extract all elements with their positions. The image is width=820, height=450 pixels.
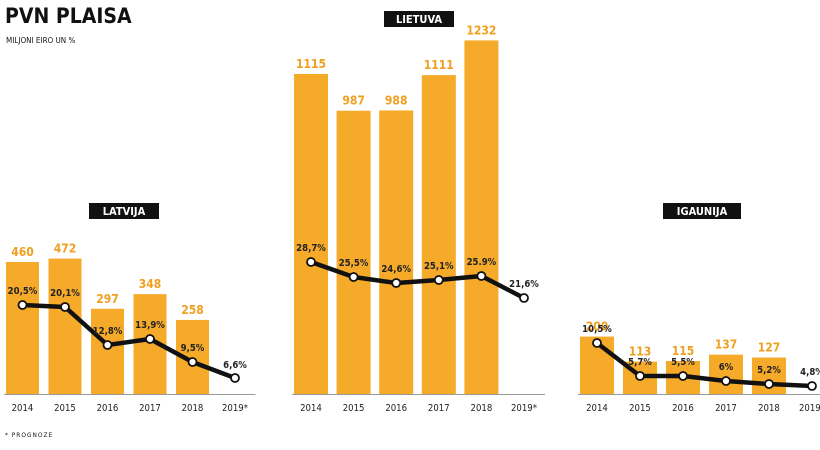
percent-label: 12,8% — [93, 326, 123, 337]
percent-label: 25,1% — [424, 261, 454, 272]
x-tick-label: 2018 — [471, 403, 493, 414]
bar-value-label: 987 — [342, 94, 365, 108]
percent-point — [145, 334, 155, 344]
percent-label: 20,5% — [8, 286, 38, 297]
percent-point — [764, 379, 774, 389]
percent-line — [594, 340, 815, 389]
percent-label: 24,6% — [381, 264, 411, 275]
page-subtitle: MILJONI EIRO UN % — [6, 36, 76, 45]
bar-value-label: 348 — [139, 277, 162, 291]
percent-label: 21,6% — [509, 279, 539, 290]
bar-value-label: 258 — [181, 303, 204, 317]
bar-value-label: 1115 — [296, 57, 326, 71]
chart-title: LATVIJA — [103, 205, 146, 218]
bar-value-label: 115 — [672, 344, 695, 358]
bar-value-label: 113 — [629, 345, 652, 359]
percent-line — [20, 302, 238, 381]
chart-title: LIETUVA — [396, 13, 442, 26]
page-title: PVN PLAISA — [5, 4, 132, 28]
percent-point — [17, 300, 28, 310]
x-tick-label: 2018 — [182, 403, 204, 414]
percent-label: 13,9% — [135, 320, 165, 331]
x-tick-label: 2016 — [672, 403, 694, 414]
chart-title: IGAUNIJA — [677, 205, 728, 218]
bar — [48, 258, 82, 394]
x-tick-label: 2017 — [428, 403, 450, 414]
x-tick-label: 2014 — [300, 403, 322, 414]
percent-line — [308, 259, 527, 301]
chart-title-background — [663, 203, 741, 219]
bar-value-label: 137 — [715, 338, 738, 352]
footnote: * PROGNOZE — [5, 431, 54, 439]
bar-value-label: 472 — [54, 242, 77, 256]
percent-point — [476, 271, 487, 281]
x-tick-label: 2017 — [715, 403, 737, 414]
x-tick-label: 2014 — [586, 403, 608, 414]
percent-point — [102, 340, 113, 350]
percent-point — [519, 293, 529, 303]
chart-title-background — [384, 11, 454, 27]
chart-title-background — [89, 203, 159, 219]
percent-point — [635, 371, 645, 381]
x-tick-label: 2017 — [139, 403, 161, 414]
percent-label: 6,6% — [223, 360, 247, 371]
bar — [709, 354, 743, 394]
bar — [6, 261, 39, 394]
percent-point — [592, 338, 602, 348]
percent-point — [678, 371, 688, 381]
percent-point — [230, 373, 240, 383]
bar-value-label: 200 — [586, 320, 609, 334]
x-tick-label: 2014 — [12, 403, 34, 414]
percent-point — [187, 357, 198, 367]
x-tick-label: 2015 — [343, 403, 365, 414]
percent-point — [348, 272, 359, 282]
x-tick-label: 2019* — [222, 403, 249, 414]
percent-point — [306, 257, 316, 267]
percent-label: 5,2% — [757, 365, 781, 376]
percent-label: 25,5% — [339, 258, 369, 269]
x-tick-label: 2018 — [758, 403, 780, 414]
bar-value-label: 297 — [96, 292, 119, 306]
percent-label: 20,1% — [50, 288, 80, 299]
percent-label: 28,7% — [296, 243, 326, 254]
bar — [336, 110, 371, 394]
x-tick-label: 2016 — [97, 403, 119, 414]
bar — [294, 73, 328, 395]
bar — [91, 308, 124, 394]
percent-label: 6% — [719, 362, 734, 373]
bar — [421, 75, 456, 394]
percent-point — [60, 302, 70, 312]
percent-point — [391, 278, 402, 288]
percent-point — [433, 275, 444, 285]
percent-label: 9,5% — [181, 343, 205, 354]
x-tick-label: 2015 — [54, 403, 76, 414]
percent-label: 5,5% — [671, 357, 695, 368]
bar-value-label: 127 — [758, 341, 781, 355]
x-tick-label: 2016 — [385, 403, 407, 414]
bar-value-label: 1111 — [424, 58, 454, 72]
percent-label: 4,8% — [800, 367, 820, 378]
bar — [379, 110, 414, 394]
percent-label: 10,5% — [582, 324, 612, 335]
bar-value-label: 1232 — [466, 23, 496, 37]
bar-value-label: 988 — [385, 93, 408, 107]
percent-label: 25.9% — [467, 257, 497, 268]
x-tick-label: 2015 — [629, 403, 651, 414]
x-tick-label: 2019* — [511, 403, 538, 414]
percent-point — [721, 376, 731, 386]
x-tick-label: 2019* — [799, 403, 820, 414]
percent-label: 5,7% — [628, 357, 652, 368]
bar-value-label: 460 — [11, 245, 34, 259]
percent-point — [807, 381, 817, 391]
bar — [464, 40, 499, 394]
